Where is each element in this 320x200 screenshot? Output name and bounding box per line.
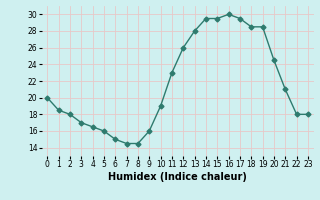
X-axis label: Humidex (Indice chaleur): Humidex (Indice chaleur): [108, 172, 247, 182]
